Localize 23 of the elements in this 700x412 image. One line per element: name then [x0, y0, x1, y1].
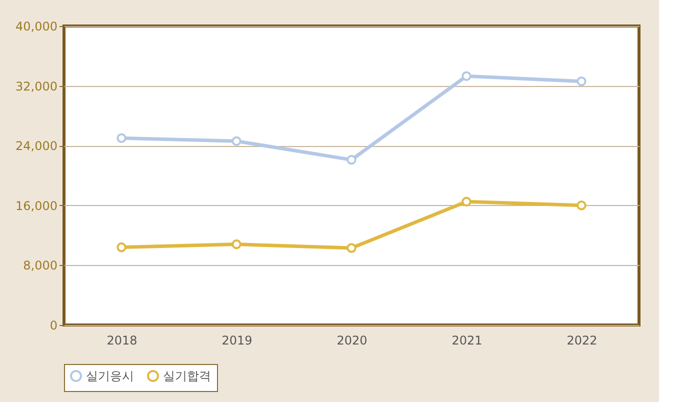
point: [462, 71, 472, 81]
y-tick-label: 0: [50, 318, 58, 332]
x-tick-label: 2021: [452, 334, 482, 348]
x-tick-label: 2022: [566, 334, 598, 348]
point: [346, 154, 356, 165]
point: [232, 136, 242, 146]
point: [462, 196, 472, 207]
point: [116, 242, 126, 252]
y-tick-label: 32,000: [16, 79, 58, 94]
point: [576, 200, 586, 210]
legend-label: 실기응시: [86, 369, 134, 383]
y-tick-label: 8,000: [23, 258, 58, 273]
y-tick-label: 40,000: [16, 20, 58, 34]
legend-label: 실기합격: [163, 369, 211, 383]
point: [346, 243, 356, 253]
point: [232, 239, 242, 250]
x-tick-label: 2020: [336, 334, 368, 348]
point: [116, 133, 126, 143]
y-tick-label: 24,000: [16, 139, 58, 154]
x-tick-label: 2019: [222, 334, 252, 348]
x-tick-label: 2018: [106, 334, 138, 348]
point: [576, 76, 586, 86]
y-tick-label: 16,000: [16, 198, 58, 213]
